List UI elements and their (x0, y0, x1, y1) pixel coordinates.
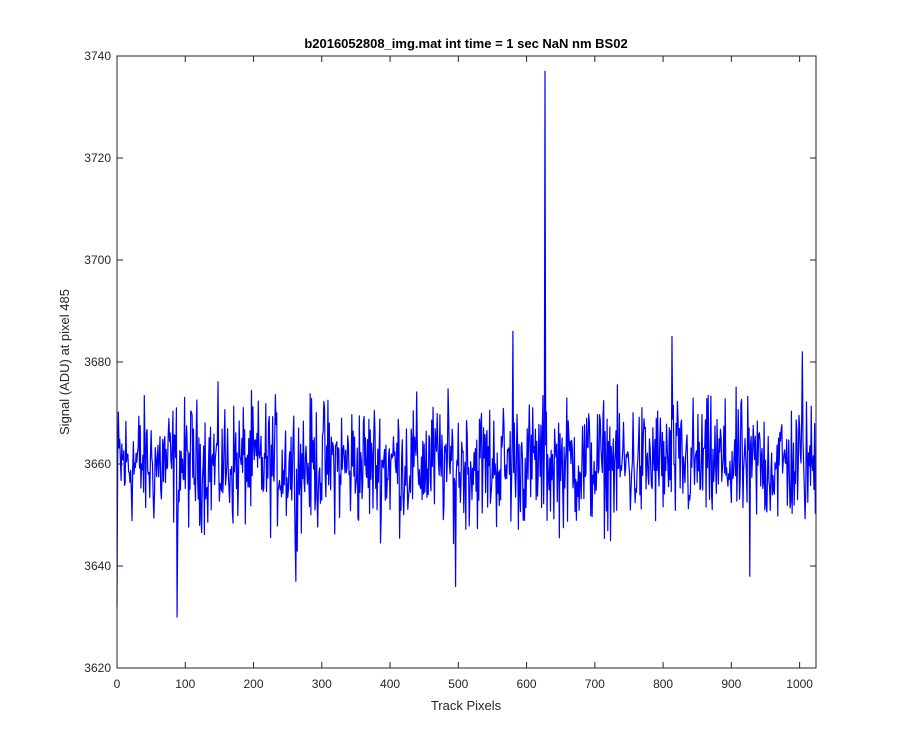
x-tick-label: 0 (114, 677, 121, 691)
x-axis-label: Track Pixels (431, 698, 502, 713)
x-tick-label: 300 (312, 677, 332, 691)
x-tick-label: 100 (175, 677, 195, 691)
x-tick-label: 400 (380, 677, 400, 691)
x-tick-label: 700 (585, 677, 605, 691)
signal-series-line (116, 70, 816, 618)
x-tick-label: 500 (448, 677, 468, 691)
x-tick-label: 800 (653, 677, 673, 691)
y-tick-label: 3660 (84, 457, 111, 471)
y-axis-ticks: 3620 3640 3660 3680 3700 3720 3740 (84, 49, 816, 675)
y-tick-label: 3640 (84, 559, 111, 573)
x-tick-label: 900 (721, 677, 741, 691)
x-tick-label: 600 (517, 677, 537, 691)
x-tick-label: 200 (244, 677, 264, 691)
x-axis-ticks: 0 100 200 300 400 500 600 700 800 900 1000 (114, 56, 813, 691)
y-tick-label: 3740 (84, 49, 111, 63)
y-tick-label: 3720 (84, 151, 111, 165)
chart-title: b2016052808_img.mat int time = 1 sec NaN… (304, 36, 627, 51)
y-axis-label: Signal (ADU) at pixel 485 (57, 289, 72, 435)
plot-background (117, 56, 816, 668)
y-tick-label: 3620 (84, 661, 111, 675)
y-tick-label: 3680 (84, 355, 111, 369)
x-tick-label: 1000 (786, 677, 813, 691)
series-group (116, 70, 816, 618)
y-tick-label: 3700 (84, 253, 111, 267)
